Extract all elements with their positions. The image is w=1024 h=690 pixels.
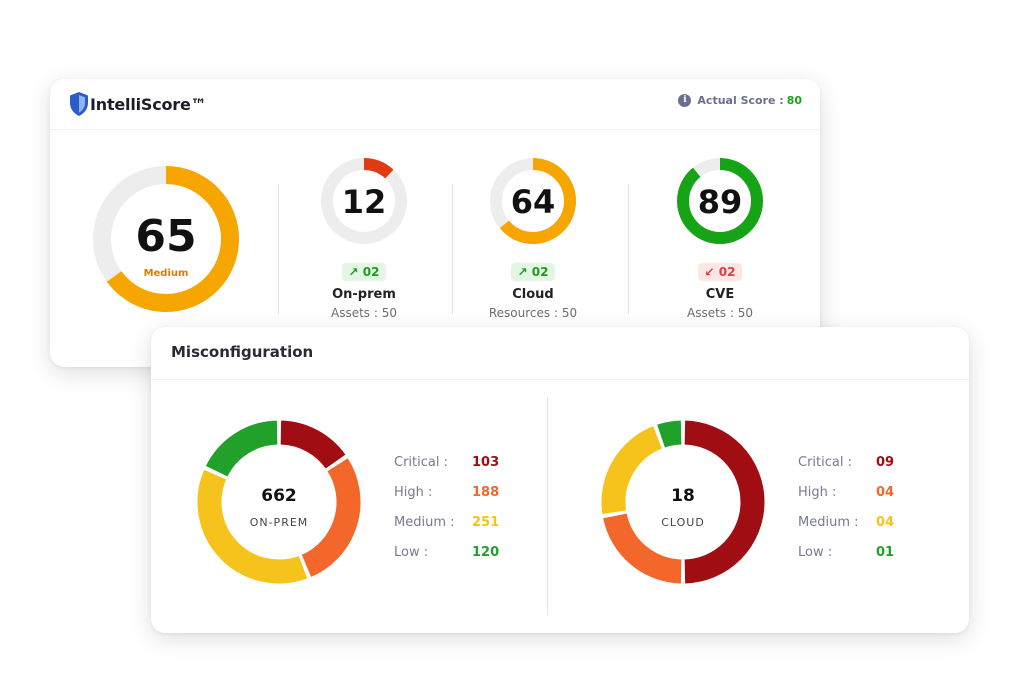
brand: IntelliScore™ — [68, 91, 207, 117]
cloud-name: CLOUD — [661, 516, 705, 529]
legend-label: Medium : — [394, 514, 455, 530]
metric-on-prem: 12 ↗ 02 On-prem Assets : 50 — [284, 155, 444, 320]
actual-score-label: Actual Score : — [697, 94, 784, 107]
cve-trend-badge: ↙ 02 — [697, 263, 743, 281]
cloud-label: Cloud — [512, 287, 554, 302]
main-score-label: Medium — [144, 268, 189, 279]
arrow-up-right-icon: ↗ — [517, 265, 528, 279]
legend-value-critical: 103 — [472, 454, 500, 470]
legend-label: Low : — [394, 544, 429, 560]
legend-row-high: High : 188 — [394, 477, 499, 507]
info-icon[interactable]: i — [678, 94, 692, 107]
on-prem-arc — [321, 158, 407, 244]
divider — [628, 184, 629, 314]
cloud-total: 18 — [671, 486, 695, 506]
on-prem-name: ON-PREM — [250, 516, 309, 529]
cve-arc — [677, 158, 763, 244]
main-score-gauge: 65 Medium — [93, 166, 239, 312]
cve-delta: 02 — [718, 265, 736, 279]
donut-segment-low — [204, 419, 279, 478]
metric-cve: 89 ↙ 02 CVE Assets : 50 — [640, 155, 800, 320]
legend-value-high: 04 — [876, 484, 895, 500]
legend-row-low: Low : 120 — [394, 537, 499, 567]
actual-score: i Actual Score : 80 — [678, 94, 802, 107]
donut-segment-low — [655, 419, 683, 449]
legend-row-critical: Critical : 103 — [394, 447, 499, 477]
cloud-legend: Critical : 09 High : 04 Medium : 04 Low : 01 — [798, 447, 894, 567]
cve-score: 89 — [698, 183, 743, 221]
misconfiguration-card: Misconfiguration 662 ON-PREM Critical : 1… — [151, 327, 969, 633]
actual-score-value: 80 — [786, 94, 802, 107]
legend-value-low: 01 — [876, 544, 895, 560]
legend-label: Low : — [798, 544, 833, 560]
legend-label: Critical : — [394, 454, 448, 470]
cloud-donut: 18 CLOUD — [600, 419, 766, 585]
main-score-value: 65 — [135, 211, 196, 262]
legend-row-high: High : 04 — [798, 477, 894, 507]
legend-value-medium: 04 — [876, 514, 895, 530]
legend-value-medium: 251 — [472, 514, 500, 530]
metric-cloud: 64 ↗ 02 Cloud Resources : 50 — [453, 155, 613, 320]
legend-label: Medium : — [798, 514, 859, 530]
legend-label: Critical : — [798, 454, 852, 470]
donut-segment-medium — [196, 468, 309, 585]
cloud-score: 64 — [511, 183, 556, 221]
arrow-up-right-icon: ↗ — [348, 265, 359, 279]
on-prem-label: On-prem — [332, 287, 396, 302]
arrow-down-left-icon: ↙ — [704, 265, 715, 279]
donut-segment-critical — [683, 419, 766, 585]
divider — [278, 184, 279, 314]
cve-gauge: 89 — [677, 158, 763, 244]
cloud-trend-badge: ↗ 02 — [510, 263, 556, 281]
misconfiguration-header: Misconfiguration — [151, 327, 969, 380]
on-prem-delta: 02 — [362, 265, 380, 279]
donut-segment-high — [601, 512, 683, 585]
legend-row-medium: Medium : 251 — [394, 507, 499, 537]
brand-name: IntelliScore™ — [90, 94, 207, 114]
legend-value-critical: 09 — [876, 454, 895, 470]
legend-label: High : — [798, 484, 837, 500]
divider — [547, 397, 548, 615]
cloud-gauge: 64 — [490, 158, 576, 244]
cve-label: CVE — [705, 287, 735, 302]
cloud-delta: 02 — [531, 265, 549, 279]
legend-value-high: 188 — [472, 484, 500, 500]
on-prem-sub: Assets : 50 — [331, 306, 397, 320]
legend-label: High : — [394, 484, 433, 500]
legend-value-low: 120 — [472, 544, 500, 560]
main-score-arc — [93, 166, 239, 312]
legend-row-low: Low : 01 — [798, 537, 894, 567]
divider — [452, 184, 453, 314]
legend-row-medium: Medium : 04 — [798, 507, 894, 537]
cloud-sub: Resources : 50 — [488, 306, 578, 320]
donut-segment-critical — [279, 419, 347, 470]
donut-segment-high — [300, 456, 362, 579]
on-prem-legend: Critical : 103 High : 188 Medium : 251 Low … — [394, 447, 499, 567]
on-prem-total: 662 — [261, 486, 297, 506]
cloud-arc — [490, 158, 576, 244]
intelliscore-card: IntelliScore™ i Actual Score : 80 65 Med… — [50, 79, 820, 367]
legend-row-critical: Critical : 09 — [798, 447, 894, 477]
on-prem-donut: 662 ON-PREM — [196, 419, 362, 585]
cve-sub: Assets : 50 — [687, 306, 753, 320]
on-prem-gauge: 12 — [321, 158, 407, 244]
misconfiguration-title: Misconfiguration — [171, 343, 314, 361]
donut-segment-medium — [600, 424, 664, 516]
intelliscore-header: IntelliScore™ i Actual Score : 80 — [50, 79, 820, 130]
shield-logo-icon — [70, 92, 88, 116]
on-prem-score: 12 — [342, 183, 387, 221]
on-prem-trend-badge: ↗ 02 — [341, 263, 387, 281]
